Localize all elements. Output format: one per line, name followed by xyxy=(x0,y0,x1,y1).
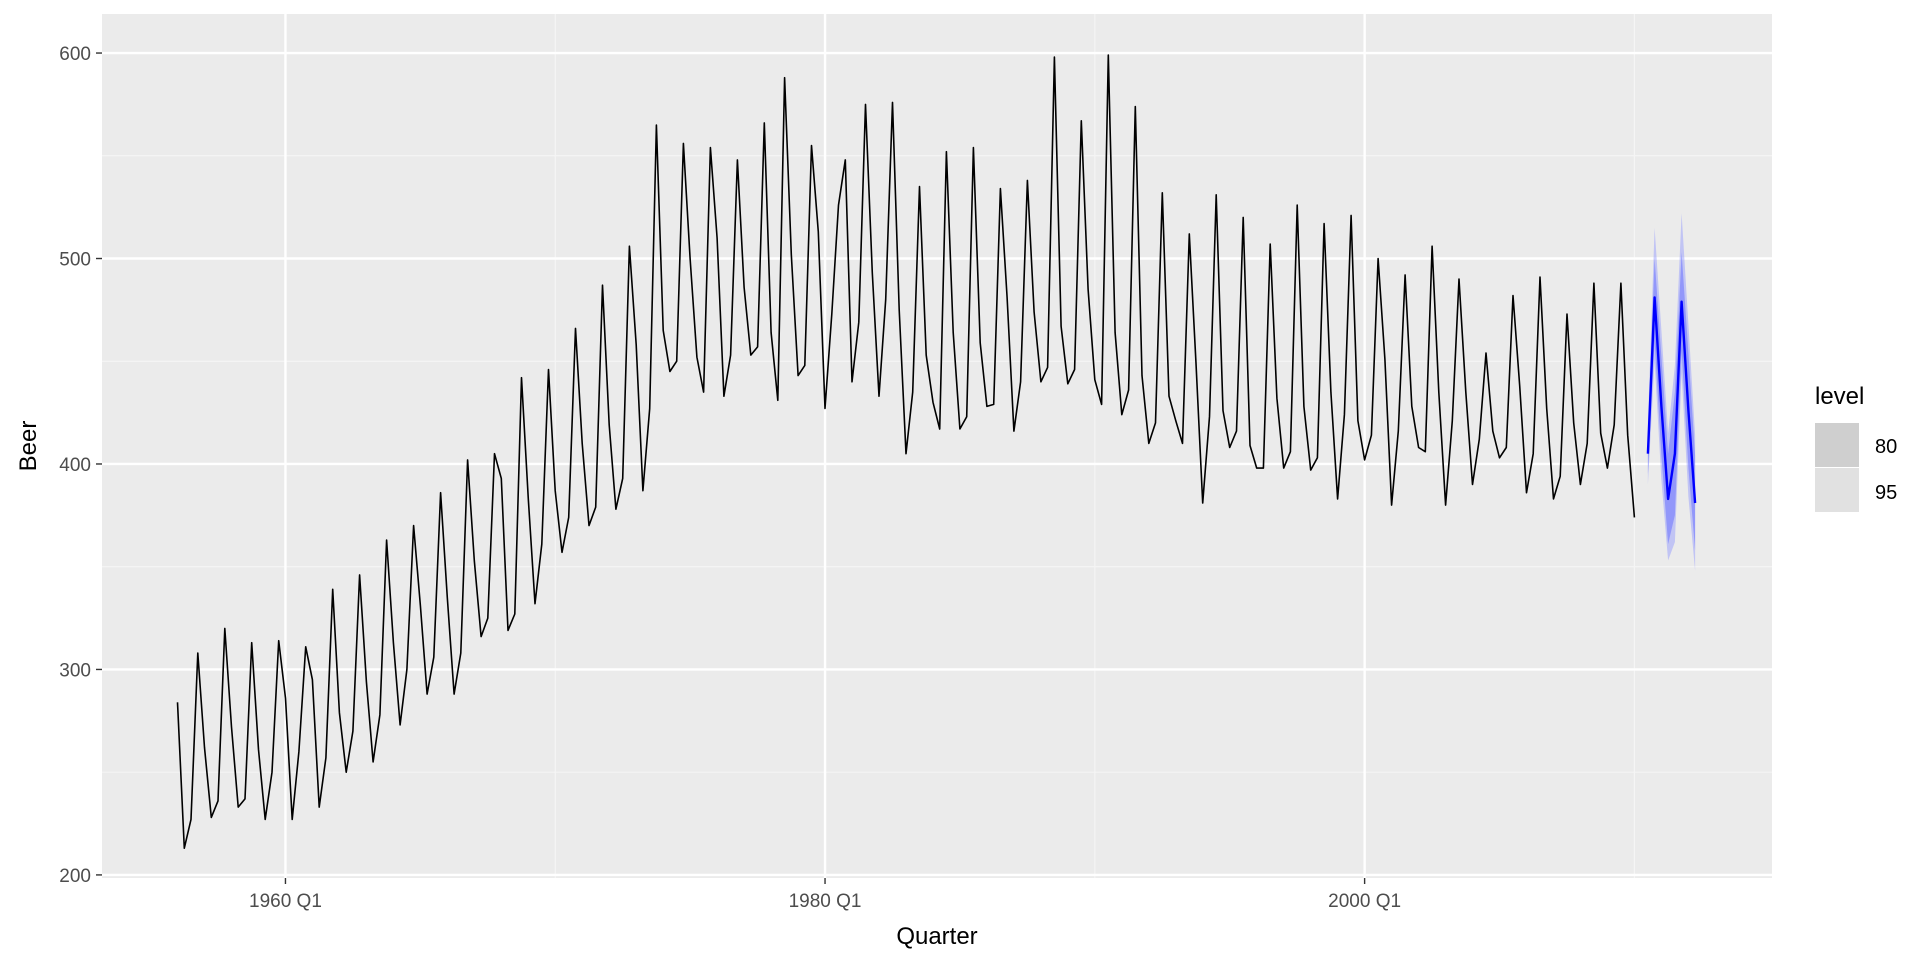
series-lines xyxy=(176,54,1697,850)
x-tick-label-0: 1960 Q1 xyxy=(249,891,322,912)
y-tick-label-2: 400 xyxy=(59,455,91,476)
plot-panel xyxy=(102,14,1772,878)
legend: level 80 95 xyxy=(1815,383,1897,512)
legend-key-95 xyxy=(1815,468,1859,512)
legend-title: level xyxy=(1815,383,1864,410)
y-tick-label-4: 600 xyxy=(59,44,91,65)
y-tick-label-3: 500 xyxy=(59,250,91,271)
y-axis-title: Beer xyxy=(15,421,42,472)
minor-gridlines xyxy=(102,14,1772,878)
forecast-mean-line xyxy=(1646,296,1697,504)
x-tick-label-1: 1980 Q1 xyxy=(789,891,862,912)
major-gridlines xyxy=(102,14,1772,878)
beer-history-line xyxy=(176,54,1636,850)
y-tick-label-1: 300 xyxy=(59,660,91,681)
legend-label-80: 80 xyxy=(1875,436,1897,458)
x-axis: 1960 Q1 1980 Q1 2000 Q1 xyxy=(249,878,1401,912)
x-tick-label-2: 2000 Q1 xyxy=(1328,891,1401,912)
x-axis-title: Quarter xyxy=(896,923,977,950)
y-axis: 200 300 400 500 600 xyxy=(59,44,102,887)
legend-key-80 xyxy=(1815,423,1859,467)
legend-label-95: 95 xyxy=(1875,482,1897,504)
y-tick-label-0: 200 xyxy=(59,866,91,887)
